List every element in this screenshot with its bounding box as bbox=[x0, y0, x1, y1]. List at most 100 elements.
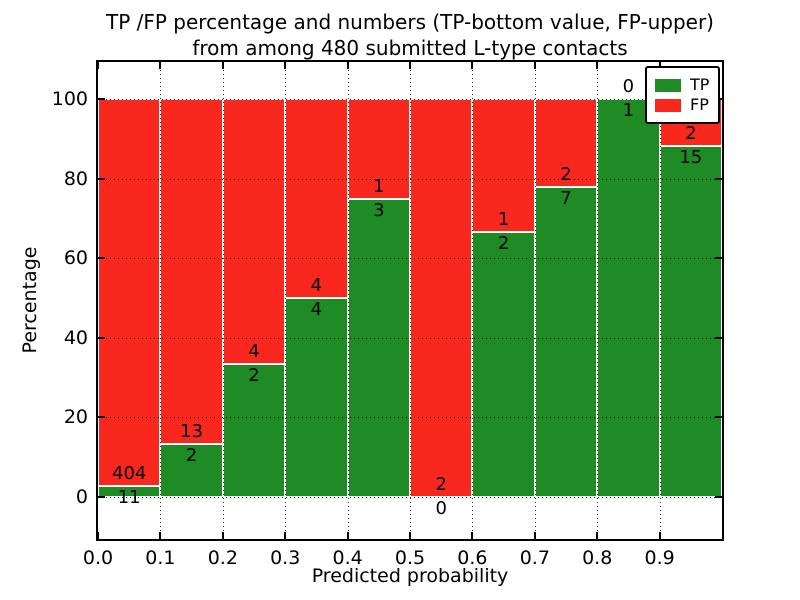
y-tick-right bbox=[715, 257, 722, 260]
tp-bar-segment bbox=[98, 486, 161, 497]
v-gridline bbox=[285, 62, 287, 539]
x-tick-top bbox=[409, 62, 411, 69]
x-tick-label: 0.9 bbox=[644, 547, 675, 569]
fp-count-label: 4 bbox=[310, 275, 323, 296]
x-tick-label: 0.4 bbox=[332, 547, 363, 569]
y-tick-right bbox=[715, 177, 722, 180]
x-tick-label: 0.2 bbox=[207, 547, 238, 569]
v-gridline bbox=[222, 62, 224, 539]
x-tick bbox=[596, 532, 599, 539]
x-tick bbox=[471, 532, 474, 539]
fp-legend-swatch bbox=[655, 98, 681, 112]
x-tick-label: 0.1 bbox=[145, 547, 176, 569]
tp-bar-segment bbox=[347, 198, 410, 497]
tp-count-label: 3 bbox=[373, 199, 385, 221]
y-tick-right bbox=[715, 336, 722, 339]
legend: TP FP bbox=[645, 66, 721, 124]
y-tick-right bbox=[715, 496, 722, 498]
fp-count-label: 1 bbox=[497, 208, 510, 230]
fp-bar-segment bbox=[472, 99, 535, 232]
x-axis-title: Predicted probability bbox=[311, 565, 509, 587]
fp-bar-segment bbox=[98, 99, 161, 487]
tp-count-label: 0 bbox=[435, 498, 447, 519]
v-gridline bbox=[472, 62, 474, 539]
fp-bar-segment bbox=[410, 99, 473, 497]
v-gridline bbox=[160, 62, 162, 539]
x-tick bbox=[159, 532, 162, 539]
x-tick bbox=[97, 532, 99, 539]
tp-count-label: 4 bbox=[310, 299, 323, 320]
x-tick bbox=[284, 532, 287, 539]
fp-count-label: 13 bbox=[180, 420, 204, 442]
y-tick-label: 0 bbox=[75, 486, 88, 508]
fp-bar-segment bbox=[160, 99, 223, 444]
x-tick-top bbox=[533, 62, 536, 69]
fp-count-label: 0 bbox=[622, 76, 635, 97]
x-tick bbox=[221, 532, 224, 539]
fp-count-label: 1 bbox=[373, 175, 385, 197]
tp-count-label: 2 bbox=[248, 365, 260, 387]
y-tick bbox=[98, 416, 105, 419]
x-tick-label: 0.3 bbox=[270, 547, 301, 569]
tp-bar-segment bbox=[472, 231, 535, 497]
tp-bar-segment bbox=[222, 364, 286, 497]
x-tick-top bbox=[284, 62, 287, 69]
v-gridline bbox=[659, 62, 661, 539]
tp-bar-segment bbox=[597, 99, 660, 497]
x-tick-top bbox=[596, 62, 599, 69]
tp-count-label: 1 bbox=[622, 100, 635, 121]
tp-bar-segment bbox=[534, 187, 598, 497]
y-tick bbox=[98, 98, 105, 100]
x-tick-top bbox=[159, 62, 162, 69]
x-tick-top bbox=[346, 62, 349, 69]
fp-bar-segment bbox=[285, 99, 348, 298]
v-gridline bbox=[347, 62, 349, 539]
fp-legend-label: FP bbox=[690, 95, 709, 114]
x-tick-top bbox=[658, 62, 661, 69]
tp-count-label: 2 bbox=[497, 232, 510, 254]
tp-legend-label: TP bbox=[690, 75, 710, 94]
x-tick-top bbox=[97, 62, 99, 69]
y-tick-right bbox=[715, 416, 722, 419]
x-tick bbox=[346, 532, 349, 539]
x-tick-label: 0.6 bbox=[457, 547, 488, 569]
chart-title-line-1: TP /FP percentage and numbers (TP-bottom… bbox=[106, 10, 714, 34]
x-tick-label: 0.8 bbox=[582, 547, 613, 569]
tp-count-label: 15 bbox=[679, 146, 703, 168]
tp-count-label: 2 bbox=[185, 444, 198, 466]
y-tick-label: 80 bbox=[63, 167, 88, 190]
y-tick bbox=[98, 496, 105, 498]
v-gridline bbox=[410, 62, 411, 539]
x-tick-top bbox=[471, 62, 474, 69]
tp-count-label: 11 bbox=[117, 487, 141, 509]
y-tick bbox=[98, 336, 105, 339]
tp-bar-segment bbox=[659, 145, 722, 497]
x-tick bbox=[533, 532, 536, 539]
v-gridline bbox=[534, 62, 536, 539]
y-tick bbox=[98, 177, 105, 180]
tp-bar-segment bbox=[160, 443, 223, 497]
tp-count-label: 7 bbox=[560, 188, 572, 210]
fp-count-label: 2 bbox=[435, 474, 447, 495]
y-tick-label: 100 bbox=[51, 88, 88, 110]
fp-count-label: 2 bbox=[685, 122, 697, 144]
fp-bar-segment bbox=[347, 99, 410, 199]
x-tick bbox=[409, 532, 411, 539]
x-tick-label: 0.5 bbox=[394, 547, 426, 569]
legend-entry-tp: TP bbox=[655, 76, 709, 94]
x-tick-label: 0.0 bbox=[82, 547, 114, 569]
x-tick-top bbox=[221, 62, 224, 69]
fp-bar-segment bbox=[222, 99, 286, 365]
y-tick-label: 40 bbox=[63, 326, 88, 349]
legend-entry-fp: FP bbox=[655, 96, 709, 114]
tp-bar-segment bbox=[285, 298, 348, 497]
x-tick-label: 0.7 bbox=[519, 547, 550, 569]
tp-legend-swatch bbox=[655, 78, 681, 92]
y-tick-label: 20 bbox=[63, 406, 88, 429]
fp-count-label: 404 bbox=[112, 463, 147, 485]
plot-area: 404 11 13 2 4 2 4 4 1 3 2 0 1 2 2 7 0 1 2 15 bbox=[97, 62, 722, 539]
fp-count-label: 4 bbox=[248, 341, 260, 363]
v-gridline bbox=[597, 62, 599, 539]
y-tick bbox=[98, 257, 105, 260]
